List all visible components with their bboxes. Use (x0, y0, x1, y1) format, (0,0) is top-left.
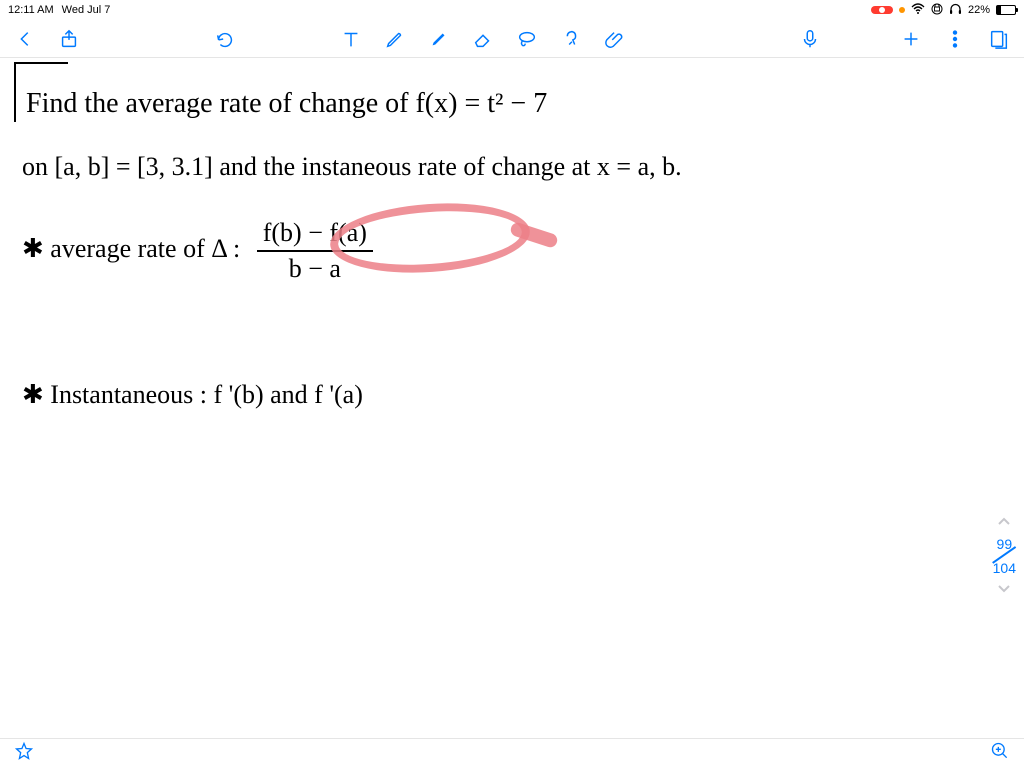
attachment-tool[interactable] (604, 28, 626, 50)
page-down-button[interactable] (996, 582, 1012, 598)
bookmark-button[interactable] (14, 741, 34, 766)
page-counter[interactable]: 99 104 (993, 536, 1016, 576)
handwriting-line-1: Find the average rate of change of f(x) … (26, 86, 547, 122)
page-navigator: 99 104 (993, 514, 1016, 598)
pages-button[interactable] (988, 28, 1010, 50)
zoom-in-button[interactable] (990, 741, 1010, 766)
add-button[interactable] (900, 28, 922, 50)
back-button[interactable] (14, 28, 36, 50)
marker-tool[interactable] (428, 28, 450, 50)
more-button[interactable] (944, 28, 966, 50)
app-toolbar (0, 20, 1024, 58)
handwriting-line-2: on [a, b] = [3, 3.1] and the instaneous … (22, 150, 682, 184)
orientation-lock-icon (931, 3, 943, 18)
avg-rate-label: ✱ average rate of Δ : (22, 234, 240, 263)
handwriting-line-3: ✱ average rate of Δ : f(b) − f(a) b − a (22, 216, 373, 286)
share-button[interactable] (58, 28, 80, 50)
pen-tool[interactable] (384, 28, 406, 50)
status-time: 12:11 AM (8, 4, 54, 16)
bottom-toolbar (0, 738, 1024, 768)
headphones-icon (949, 3, 962, 18)
battery-percent: 22% (968, 4, 990, 16)
status-bar: 12:11 AM Wed Jul 7 22% (0, 0, 1024, 20)
wifi-icon (911, 3, 925, 17)
shapes-tool[interactable] (560, 28, 582, 50)
margin-rule-vertical (14, 62, 16, 122)
microphone-button[interactable] (799, 28, 821, 50)
lasso-tool[interactable] (516, 28, 538, 50)
note-canvas[interactable]: Find the average rate of change of f(x) … (0, 58, 1024, 738)
undo-button[interactable] (214, 28, 236, 50)
battery-icon (996, 5, 1016, 15)
screen-recording-pill[interactable] (871, 6, 893, 14)
total-pages: 104 (993, 560, 1016, 576)
status-date: Wed Jul 7 (62, 4, 111, 16)
mic-indicator-dot (899, 7, 905, 13)
handwriting-line-4: ✱ Instantaneous : f '(b) and f '(a) (22, 378, 363, 412)
margin-rule-horizontal (14, 62, 68, 64)
eraser-tool[interactable] (472, 28, 494, 50)
text-tool[interactable] (340, 28, 362, 50)
page-up-button[interactable] (996, 514, 1012, 530)
